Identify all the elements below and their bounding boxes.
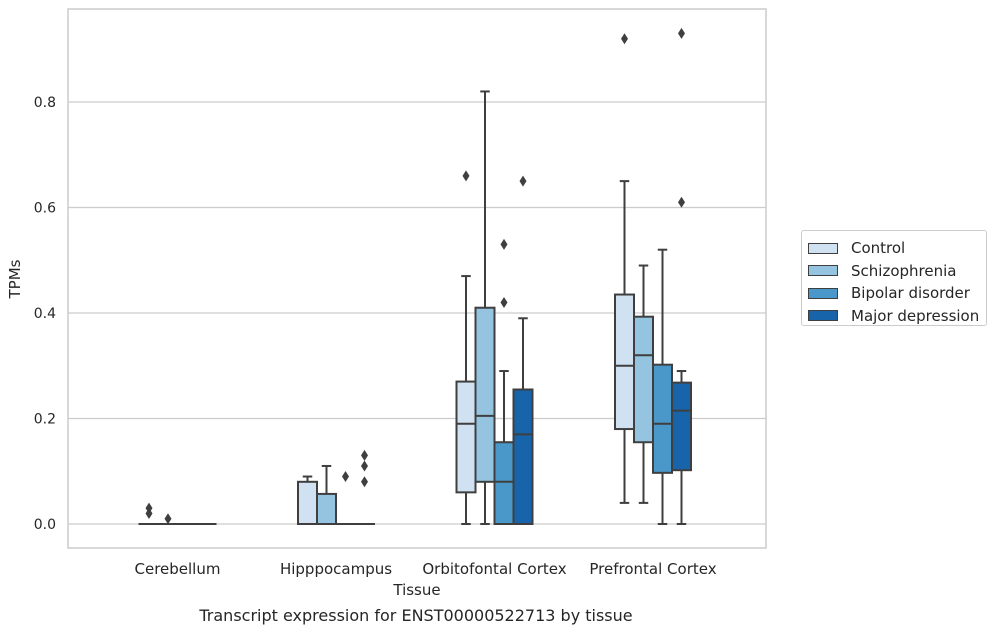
figure-caption: Transcript expression for ENST0000052271… (199, 606, 633, 625)
legend-item: Bipolar disorder (808, 282, 986, 305)
x-tick-label: Orbitofontal Cortex (422, 560, 566, 578)
box-major-depression (671, 27, 692, 525)
box-bipolar-disorder (652, 248, 673, 525)
x-axis-label: Tissue (392, 581, 440, 599)
outlier-point (621, 33, 628, 45)
box-bipolar-disorder (335, 471, 356, 526)
legend-label: Schizophrenia (851, 261, 957, 280)
box-control (297, 475, 318, 525)
box-control (455, 170, 477, 525)
y-tick-label: 0.4 (34, 306, 56, 322)
box-control (138, 502, 160, 526)
outlier-point (361, 460, 368, 472)
box-iqr (493, 441, 515, 525)
outlier-point (361, 449, 368, 461)
box-schizophrenia (633, 264, 654, 504)
legend-swatch (808, 287, 838, 299)
box-groups (138, 27, 692, 526)
y-tick-label: 0.0 (34, 517, 56, 533)
outlier-point (678, 196, 685, 208)
box-iqr (297, 480, 318, 525)
outlier-point (342, 471, 349, 483)
x-tick-label: Prefrontal Cortex (589, 560, 716, 578)
box-bipolar-disorder (493, 238, 515, 525)
box-schizophrenia (474, 90, 496, 525)
x-tick-label: Hipppocampus (280, 560, 392, 578)
box-iqr (614, 293, 635, 431)
outlier-point (145, 507, 153, 519)
plot-area-background (68, 9, 766, 548)
outlier-point (164, 513, 172, 525)
x-tick-labels: Cerebellum Hipppocampus Orbitofontal Corte… (135, 560, 717, 578)
outlier-point (500, 296, 508, 308)
legend: Control Schizophrenia Bipolar disorder Majo… (801, 230, 987, 326)
box-major-depression (354, 449, 375, 526)
box-schizophrenia (316, 464, 337, 525)
box-iqr (474, 306, 496, 483)
outlier-point (462, 170, 470, 182)
box-iqr (633, 315, 654, 444)
y-tick-labels: 0.0 0.2 0.4 0.6 0.8 (34, 95, 56, 533)
legend-item: Schizophrenia (808, 260, 986, 283)
y-tick-label: 0.6 (34, 201, 56, 217)
box-iqr (455, 380, 477, 494)
y-tick-label: 0.8 (34, 95, 56, 111)
legend-swatch (808, 242, 838, 254)
box-iqr (652, 363, 673, 474)
outlier-point (361, 476, 368, 488)
legend-item: Control (808, 237, 986, 260)
legend-item: Major depression (808, 305, 986, 328)
y-axis-label: TPMs (6, 259, 24, 299)
legend-label: Major depression (851, 306, 980, 325)
plot-area-frame (67, 8, 767, 549)
outlier-point (678, 27, 685, 39)
legend-swatch (808, 265, 838, 277)
outlier-point (519, 175, 527, 187)
legend-label: Bipolar disorder (851, 284, 970, 303)
outlier-point (500, 238, 508, 250)
legend-label: Control (851, 239, 906, 258)
box-major-depression (512, 175, 534, 525)
box-iqr (671, 381, 692, 472)
x-tick-label: Cerebellum (135, 560, 221, 578)
box-iqr (316, 492, 337, 525)
legend-swatch (808, 310, 838, 322)
box-iqr (512, 388, 534, 525)
y-tick-label: 0.2 (34, 412, 56, 428)
